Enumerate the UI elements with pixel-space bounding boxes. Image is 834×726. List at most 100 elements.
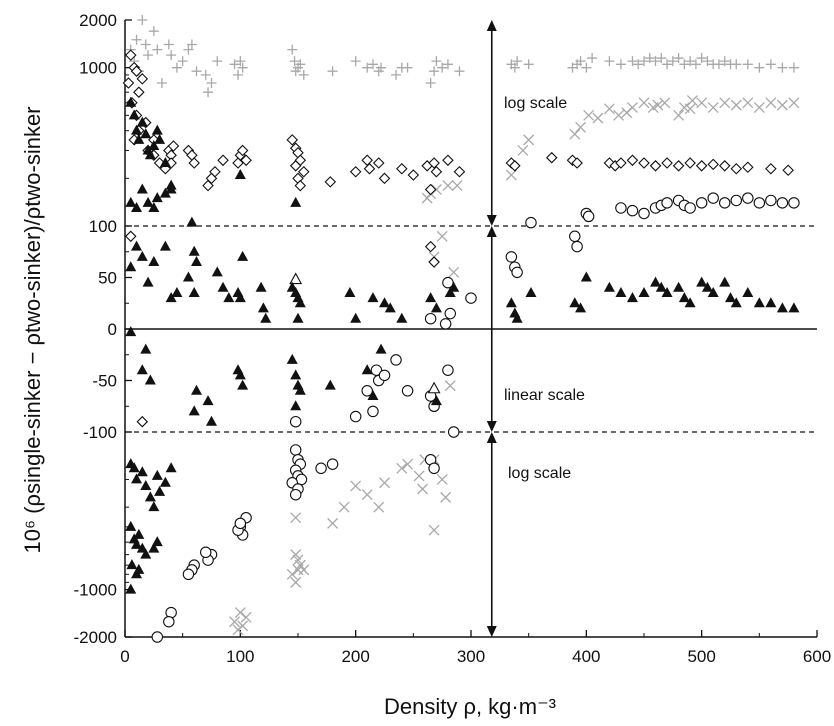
- filled-triangle-point: [159, 156, 171, 167]
- diamond-point: [361, 154, 373, 167]
- plus-point: [327, 66, 338, 77]
- diamond-point: [684, 157, 696, 169]
- cross-point: [719, 97, 731, 109]
- filled-triangle-point: [367, 389, 379, 400]
- filled-triangle-point: [136, 364, 148, 375]
- filled-triangle-point: [159, 476, 171, 487]
- diamond-point: [159, 162, 172, 175]
- diamond-point: [122, 77, 135, 89]
- plus-point: [148, 26, 159, 37]
- filled-triangle-point: [191, 384, 203, 395]
- diamond-point: [124, 230, 137, 243]
- diamond-point: [236, 144, 249, 157]
- circle-point: [525, 216, 537, 229]
- filled-triangle-point: [379, 297, 390, 308]
- y-tick-label: 50: [98, 269, 117, 288]
- cross-point: [575, 121, 587, 133]
- diamond-point: [428, 256, 440, 268]
- cross-point: [417, 483, 429, 495]
- filled-triangle-point: [159, 187, 171, 198]
- filled-triangle-point: [237, 379, 249, 390]
- cross-point: [592, 112, 604, 124]
- filled-triangle-point: [505, 297, 517, 308]
- filled-triangle-point: [569, 297, 581, 308]
- plus-point: [350, 56, 361, 67]
- plus-point: [667, 56, 678, 67]
- filled-triangle-point: [350, 312, 362, 323]
- filled-triangle-point: [125, 196, 137, 207]
- plus-point: [673, 53, 684, 64]
- x-tick-label: 200: [341, 647, 369, 666]
- plus-point: [696, 53, 707, 64]
- cross-point: [338, 501, 350, 513]
- y-tick-label: -2000: [74, 628, 117, 647]
- filled-triangle-point: [154, 485, 166, 496]
- diamond-point: [324, 176, 337, 188]
- cross-point: [603, 103, 615, 115]
- filled-triangle-point: [136, 183, 148, 194]
- diamond-point: [209, 166, 221, 178]
- plus-point: [509, 62, 520, 73]
- filled-triangle-point: [136, 250, 148, 261]
- cross-point: [350, 480, 362, 492]
- filled-triangle-point: [165, 292, 177, 303]
- plus-point: [713, 59, 724, 70]
- filled-triangle-point: [125, 326, 137, 337]
- filled-triangle-point: [753, 297, 765, 308]
- filled-triangle-point: [701, 281, 713, 292]
- plus-point: [604, 56, 615, 67]
- cross-point: [684, 103, 696, 115]
- plus-point: [575, 56, 586, 67]
- plus-point: [131, 34, 142, 45]
- circle-point: [349, 410, 362, 423]
- cross-point: [583, 109, 595, 121]
- filled-triangle-point: [131, 124, 143, 135]
- diamond-point: [407, 169, 420, 181]
- plus-point: [163, 39, 174, 50]
- plus-point: [644, 53, 655, 64]
- cross-point: [742, 97, 754, 109]
- diamond-point: [297, 166, 310, 178]
- plus-point: [702, 56, 713, 67]
- filled-triangle-point: [730, 297, 742, 308]
- diamond-point: [730, 162, 743, 175]
- plus-point: [429, 66, 440, 77]
- diamond-point: [603, 157, 616, 169]
- filled-triangle-point: [211, 266, 223, 277]
- diamond-point: [424, 183, 437, 196]
- y-tick-label: 100: [89, 217, 117, 236]
- x-tick-label: 0: [120, 647, 129, 666]
- cross-point: [442, 180, 454, 192]
- filled-triangle-point: [425, 292, 437, 303]
- filled-triangle-point: [361, 364, 373, 375]
- circle-point: [730, 194, 743, 207]
- filled-triangle-point: [136, 116, 148, 127]
- filled-triangle-point: [444, 286, 456, 297]
- plus-point: [754, 62, 765, 73]
- filled-triangle-point: [707, 286, 719, 297]
- circle-point: [626, 204, 639, 217]
- cross-point: [517, 144, 529, 156]
- filled-triangle-point: [650, 276, 662, 287]
- filled-triangle-point: [255, 281, 267, 292]
- filled-triangle-point: [223, 292, 235, 303]
- cross-point: [696, 97, 708, 109]
- filled-triangle-point: [182, 271, 194, 282]
- filled-triangle-point: [294, 297, 306, 308]
- plus-point: [650, 56, 661, 67]
- diamond-point: [695, 160, 708, 172]
- filled-triangle-point: [448, 281, 460, 292]
- plus-point: [166, 50, 177, 61]
- cross-point: [440, 491, 452, 503]
- circle-point: [684, 202, 696, 214]
- cross-point: [413, 470, 425, 482]
- cross-point: [686, 95, 698, 106]
- plus-point: [442, 59, 453, 70]
- circle-point: [776, 197, 789, 209]
- filled-triangle-point: [125, 261, 137, 272]
- cross-point: [444, 380, 456, 392]
- filled-triangle-point: [292, 312, 304, 323]
- diamond-point: [286, 134, 299, 146]
- diamond-point: [133, 86, 145, 98]
- circle-point: [428, 462, 440, 475]
